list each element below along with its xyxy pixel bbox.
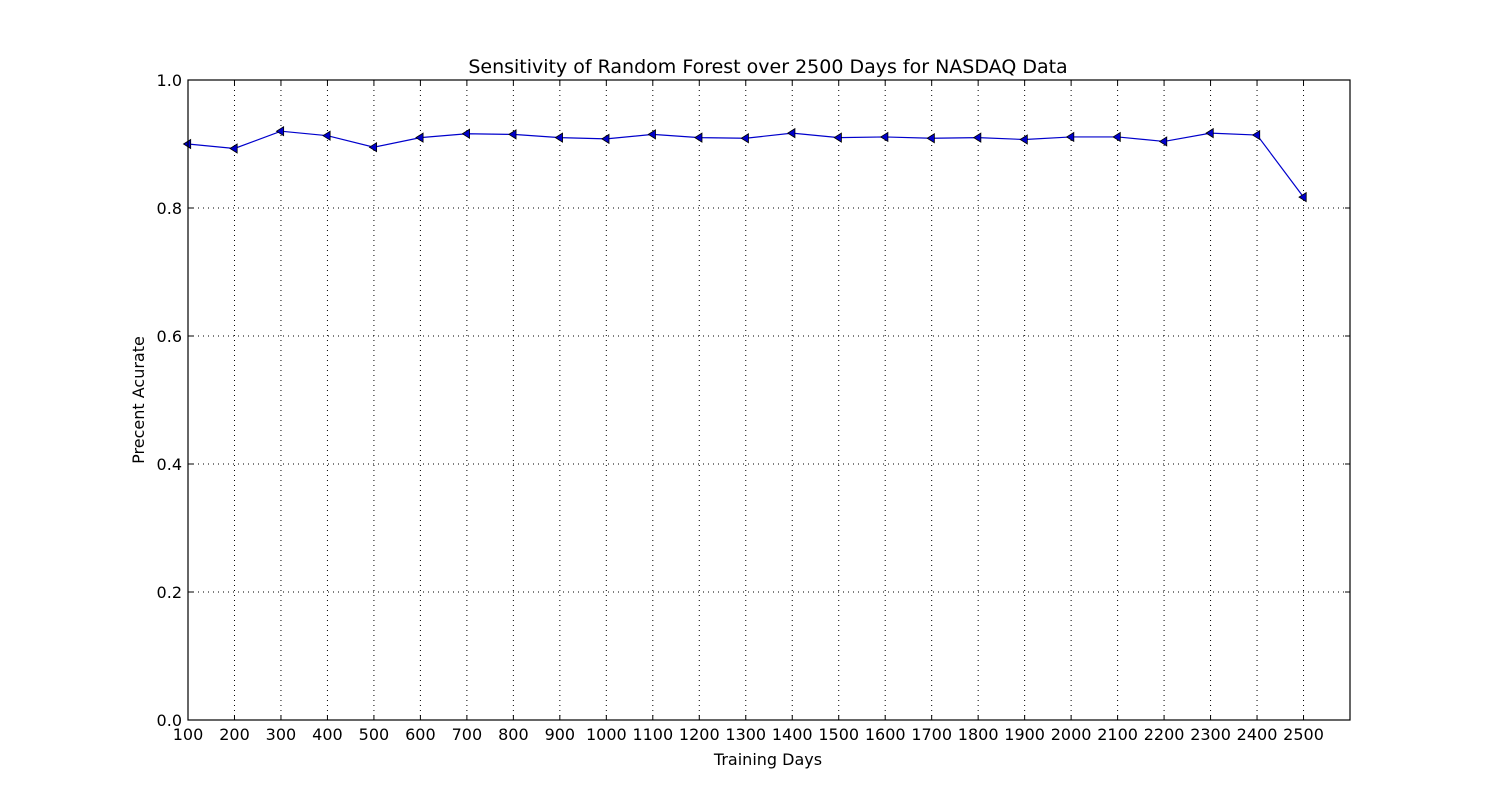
data-point-marker [322, 130, 331, 141]
data-point-marker [1065, 131, 1075, 143]
x-tick-label: 1000 [586, 725, 627, 744]
x-tick-label: 1300 [725, 725, 766, 744]
x-tick-label: 1200 [679, 725, 720, 744]
data-point-marker [229, 143, 238, 154]
x-tick-label: 800 [498, 725, 529, 744]
grid-lines [188, 80, 1350, 720]
x-tick-label: 1400 [772, 725, 813, 744]
x-tick-label: 1700 [911, 725, 952, 744]
x-tick-label: 600 [405, 725, 436, 744]
data-point-marker [275, 125, 285, 137]
data-point-marker [1251, 129, 1261, 141]
x-tick-label: 1900 [1004, 725, 1045, 744]
x-tick-label: 300 [266, 725, 297, 744]
x-tick-label: 2400 [1237, 725, 1278, 744]
data-point-marker [972, 132, 982, 143]
y-tick-label: 0.4 [157, 455, 182, 474]
data-point-marker [740, 133, 749, 144]
data-point-marker [1112, 131, 1121, 143]
data-point-marker [461, 128, 470, 139]
data-point-marker [182, 138, 192, 150]
data-point-marker [879, 131, 889, 143]
x-tick-label: 1500 [818, 725, 859, 744]
x-tick-label: 1100 [632, 725, 673, 744]
x-tick-label: 2000 [1051, 725, 1092, 744]
x-tick-label: 200 [219, 725, 250, 744]
x-tick-label: 700 [452, 725, 483, 744]
x-tick-label: 2100 [1097, 725, 1138, 744]
data-point-marker [415, 132, 424, 143]
data-point-marker [647, 129, 656, 140]
x-tick-label: 2500 [1283, 725, 1324, 744]
x-tick-label: 1600 [865, 725, 906, 744]
data-point-marker [508, 129, 517, 140]
y-tick-label: 0.8 [157, 199, 182, 218]
y-tick-labels: 0.0 0.2 0.4 0.6 0.8 1.0 [157, 71, 182, 730]
x-tick-label: 100 [173, 725, 204, 744]
data-point-marker [1019, 134, 1028, 145]
x-tick-label: 400 [312, 725, 343, 744]
y-tick-label: 0.2 [157, 583, 182, 602]
x-axis-label: Training Days [713, 750, 822, 769]
data-point-marker [926, 133, 935, 144]
x-tick-label: 500 [359, 725, 390, 744]
x-tick-label: 1800 [958, 725, 999, 744]
chart-title: Sensitivity of Random Forest over 2500 D… [468, 56, 1067, 78]
x-tick-label: 2200 [1144, 725, 1185, 744]
data-point-marker [1298, 191, 1307, 203]
y-tick-label: 1.0 [157, 71, 182, 90]
y-axis-label: Precent Acurate [129, 336, 148, 464]
data-point-marker [554, 132, 563, 143]
data-point-marker [601, 133, 610, 145]
data-point-marker [1205, 127, 1214, 139]
data-point-marker [833, 132, 842, 143]
data-point-marker [786, 127, 796, 139]
plot-series [182, 125, 1307, 203]
data-point-marker [368, 141, 378, 153]
plot-frame [187, 79, 1351, 721]
y-tick-label: 0.6 [157, 327, 182, 346]
data-point-marker [694, 132, 703, 143]
y-tick-label: 0.0 [157, 711, 182, 730]
x-tick-labels: 100 200 300 400 500 600 700 800 900 1000 1100 1200 1… [173, 725, 1324, 744]
x-tick-label: 2300 [1190, 725, 1231, 744]
x-tick-label: 900 [545, 725, 576, 744]
data-point-marker [1158, 136, 1168, 147]
